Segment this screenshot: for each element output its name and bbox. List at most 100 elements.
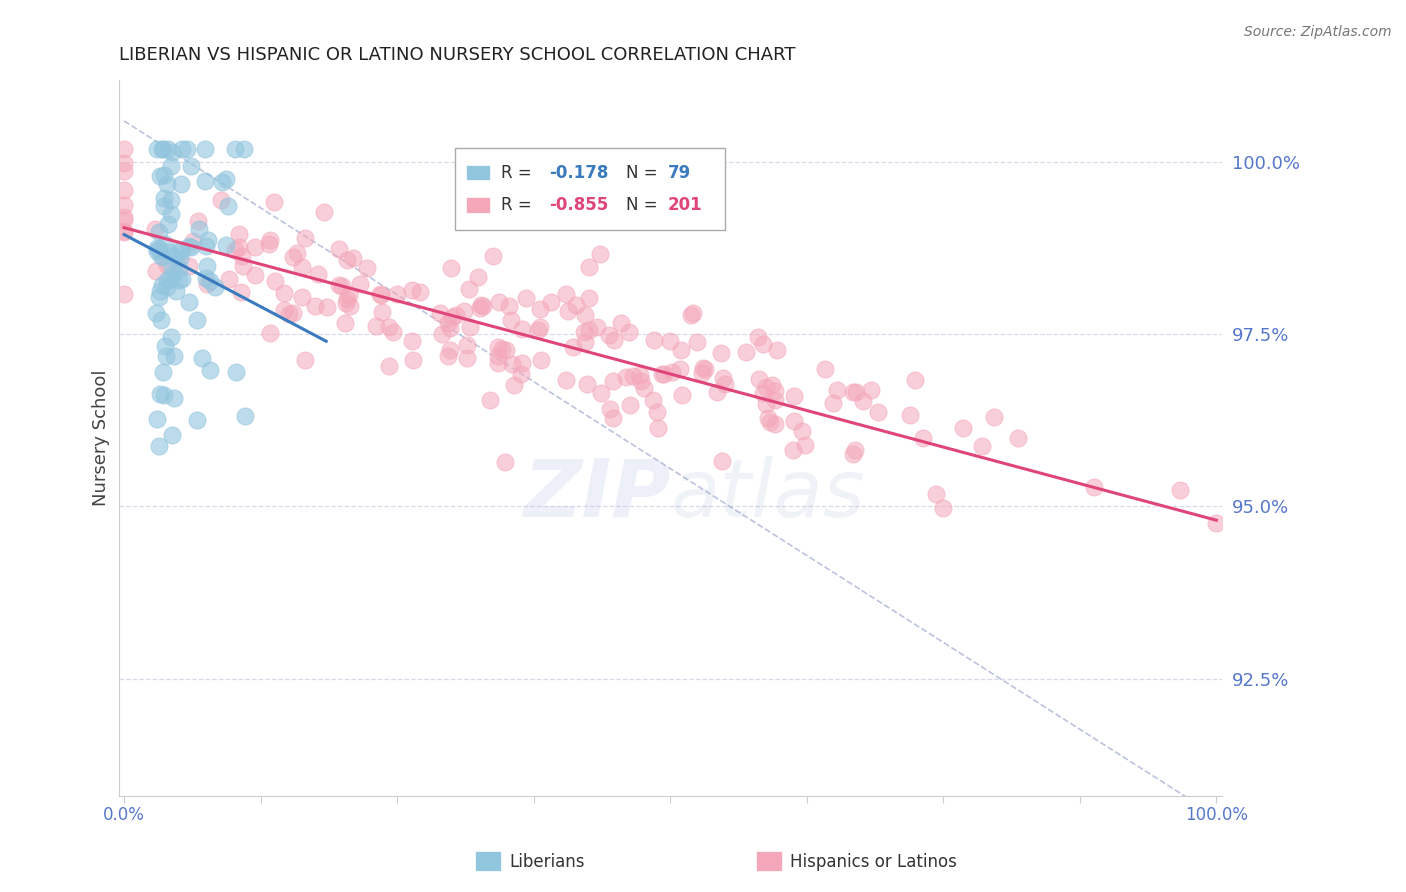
Point	[619, 398, 641, 412]
Point	[456, 337, 478, 351]
Point	[197, 233, 219, 247]
Point	[602, 411, 624, 425]
Point	[233, 141, 256, 155]
Point	[502, 378, 524, 392]
Point	[495, 343, 517, 357]
Point	[259, 233, 281, 247]
Point	[160, 145, 183, 160]
Point	[510, 367, 533, 381]
Point	[257, 237, 280, 252]
Point	[401, 352, 423, 367]
Point	[761, 377, 783, 392]
Point	[156, 177, 179, 191]
Point	[439, 321, 461, 335]
Point	[245, 268, 267, 282]
Point	[149, 386, 172, 401]
Point	[710, 346, 733, 360]
Point	[763, 417, 786, 431]
Point	[852, 394, 875, 409]
Point	[825, 383, 848, 397]
Point	[177, 295, 200, 310]
Point	[307, 267, 329, 281]
Point	[444, 308, 467, 322]
Point	[356, 261, 378, 276]
Point	[429, 306, 451, 320]
Point	[211, 175, 233, 189]
Point	[160, 159, 183, 173]
Point	[467, 269, 489, 284]
Point	[842, 384, 865, 399]
Point	[633, 381, 655, 395]
Point	[1007, 431, 1029, 445]
Point	[486, 340, 509, 354]
Point	[152, 141, 174, 155]
Point	[291, 260, 314, 274]
Point	[711, 370, 734, 384]
Point	[195, 239, 218, 253]
Point	[339, 299, 361, 313]
Point	[243, 240, 266, 254]
Point	[148, 439, 170, 453]
Point	[621, 369, 644, 384]
Point	[179, 260, 201, 274]
Point	[145, 306, 167, 320]
Point	[217, 199, 239, 213]
Point	[336, 252, 359, 267]
Point	[157, 244, 180, 259]
Point	[401, 334, 423, 348]
Point	[169, 244, 191, 258]
Point	[209, 193, 232, 207]
Point	[273, 302, 295, 317]
Point	[263, 195, 285, 210]
Point	[530, 352, 553, 367]
Point	[149, 248, 172, 262]
Point	[112, 224, 135, 238]
Text: R =: R =	[502, 196, 537, 214]
Point	[156, 141, 179, 155]
Point	[695, 362, 717, 376]
Point	[578, 323, 600, 337]
Point	[232, 259, 254, 273]
Point	[225, 365, 247, 379]
Point	[233, 409, 256, 423]
Text: atlas: atlas	[671, 456, 865, 534]
Point	[486, 350, 509, 364]
Point	[756, 411, 779, 425]
Point	[195, 259, 218, 273]
Point	[458, 320, 481, 334]
Point	[690, 366, 713, 380]
Point	[167, 273, 190, 287]
Point	[793, 438, 815, 452]
Point	[304, 299, 326, 313]
Point	[437, 349, 460, 363]
Y-axis label: Nursery School: Nursery School	[93, 369, 110, 506]
Bar	[467, 165, 491, 180]
Text: N =: N =	[626, 164, 664, 182]
Point	[515, 291, 537, 305]
Point	[430, 326, 453, 341]
Point	[112, 287, 135, 301]
Point	[312, 204, 335, 219]
Point	[328, 242, 350, 256]
Text: 0.0%: 0.0%	[103, 805, 145, 824]
Point	[259, 326, 281, 340]
Point	[278, 307, 301, 321]
Point	[181, 234, 204, 248]
Point	[439, 343, 461, 358]
Point	[643, 333, 665, 347]
Point	[529, 301, 551, 316]
Point	[440, 310, 463, 325]
Point	[160, 207, 183, 221]
Point	[263, 274, 285, 288]
Point	[713, 376, 735, 391]
Point	[529, 319, 551, 334]
Point	[814, 362, 837, 376]
Point	[401, 283, 423, 297]
Point	[387, 287, 409, 301]
Point	[112, 141, 135, 155]
Point	[153, 199, 176, 213]
Text: N =: N =	[626, 196, 664, 214]
Point	[617, 325, 640, 339]
Text: R =: R =	[502, 164, 537, 182]
Point	[686, 335, 709, 350]
